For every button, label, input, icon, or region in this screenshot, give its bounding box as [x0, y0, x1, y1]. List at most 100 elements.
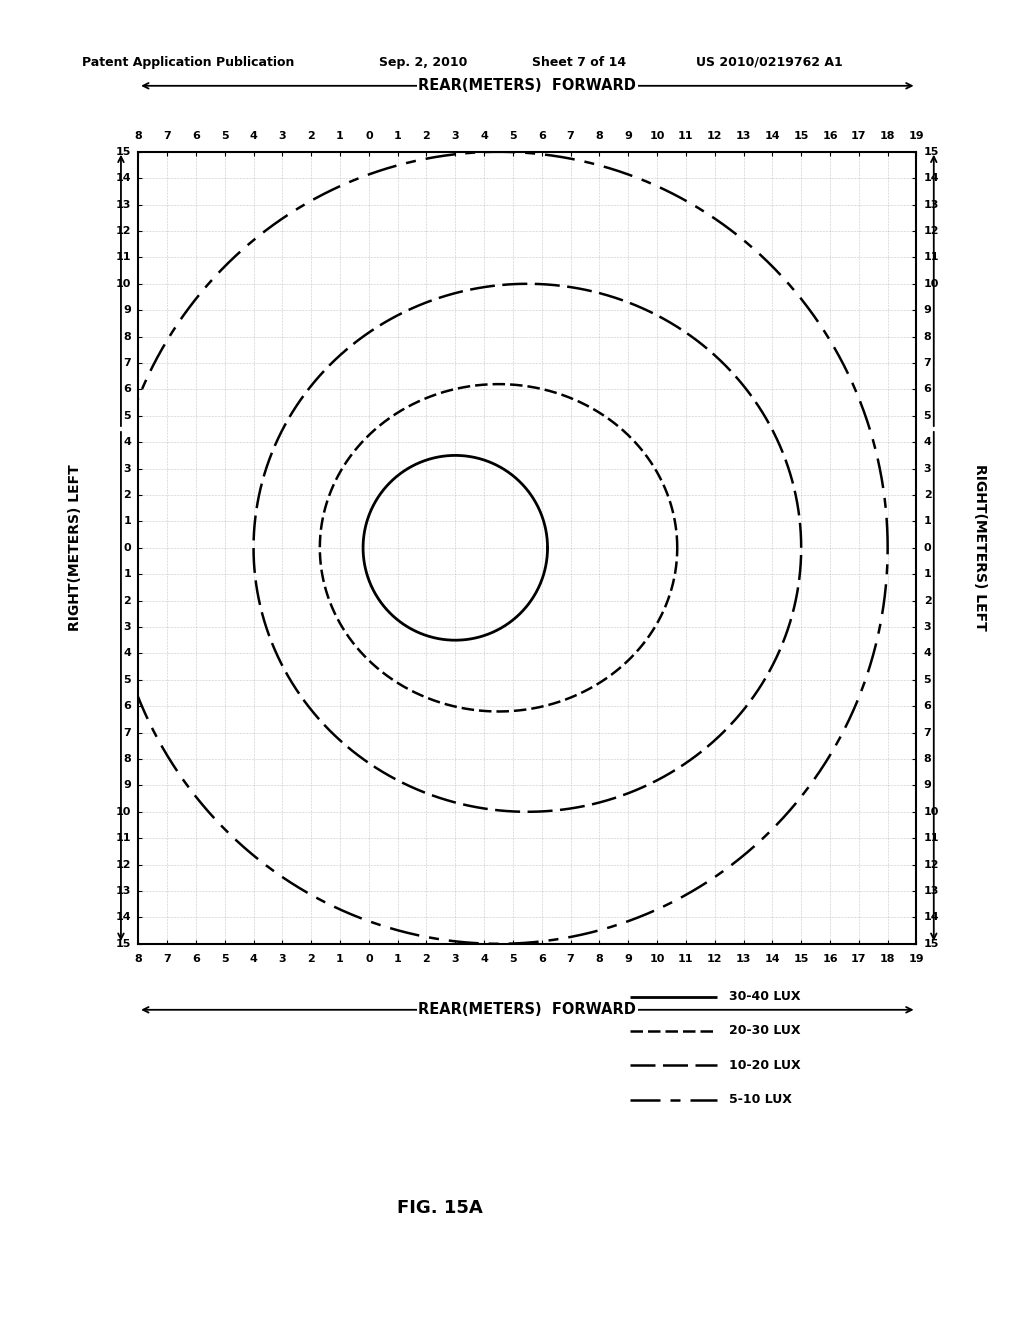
- Text: 5-10 LUX: 5-10 LUX: [729, 1093, 792, 1106]
- Text: 11: 11: [678, 954, 693, 965]
- Text: 7: 7: [566, 954, 574, 965]
- Text: 11: 11: [116, 833, 131, 843]
- Text: 14: 14: [765, 131, 780, 141]
- Text: 0: 0: [365, 954, 373, 965]
- Text: Patent Application Publication: Patent Application Publication: [82, 55, 294, 69]
- Text: 8: 8: [134, 954, 142, 965]
- Text: 5: 5: [124, 411, 131, 421]
- Text: 9: 9: [123, 780, 131, 791]
- Text: 3: 3: [279, 954, 286, 965]
- Text: 2: 2: [924, 595, 932, 606]
- Text: 16: 16: [822, 954, 838, 965]
- Text: 5: 5: [221, 131, 228, 141]
- Text: 1: 1: [924, 569, 932, 579]
- Text: 2: 2: [123, 595, 131, 606]
- Text: 30-40 LUX: 30-40 LUX: [729, 990, 801, 1003]
- Text: RIGHT(METERS) LEFT: RIGHT(METERS) LEFT: [68, 465, 82, 631]
- Text: 3: 3: [124, 463, 131, 474]
- Text: REAR(METERS)  FORWARD: REAR(METERS) FORWARD: [419, 1002, 636, 1018]
- Text: 6: 6: [924, 701, 932, 711]
- Text: 3: 3: [924, 622, 931, 632]
- Text: 3: 3: [924, 463, 931, 474]
- Text: 9: 9: [924, 780, 932, 791]
- Text: 15: 15: [924, 147, 939, 157]
- Text: 10: 10: [924, 279, 939, 289]
- Text: 4: 4: [123, 437, 131, 447]
- Text: FIG. 15A: FIG. 15A: [397, 1199, 483, 1217]
- Text: 8: 8: [596, 131, 603, 141]
- Text: 11: 11: [924, 252, 939, 263]
- Text: 10: 10: [116, 279, 131, 289]
- Text: 5: 5: [924, 675, 931, 685]
- Text: 8: 8: [134, 131, 142, 141]
- Text: 0: 0: [924, 543, 931, 553]
- Text: 7: 7: [924, 727, 932, 738]
- Text: 9: 9: [625, 131, 632, 141]
- Text: 19: 19: [908, 954, 925, 965]
- Text: 4: 4: [250, 131, 257, 141]
- Text: 5: 5: [509, 954, 517, 965]
- Text: 13: 13: [924, 199, 939, 210]
- Text: 13: 13: [116, 199, 131, 210]
- Text: 4: 4: [480, 131, 488, 141]
- Text: 2: 2: [307, 131, 315, 141]
- Text: 4: 4: [480, 954, 488, 965]
- Text: 5: 5: [924, 411, 931, 421]
- Text: Sep. 2, 2010: Sep. 2, 2010: [379, 55, 467, 69]
- Text: 2: 2: [423, 954, 430, 965]
- Text: 18: 18: [880, 954, 895, 965]
- Text: 7: 7: [163, 954, 171, 965]
- Text: 5: 5: [124, 675, 131, 685]
- Text: 2: 2: [423, 131, 430, 141]
- Text: 11: 11: [924, 833, 939, 843]
- Text: 2: 2: [123, 490, 131, 500]
- Text: 12: 12: [707, 131, 723, 141]
- Text: 9: 9: [625, 954, 632, 965]
- Text: 0: 0: [124, 543, 131, 553]
- Text: 3: 3: [124, 622, 131, 632]
- Text: 14: 14: [765, 954, 780, 965]
- Text: 1: 1: [394, 954, 401, 965]
- Text: 4: 4: [924, 437, 932, 447]
- Text: 8: 8: [924, 754, 932, 764]
- Text: 7: 7: [163, 131, 171, 141]
- Text: 10: 10: [116, 807, 131, 817]
- Text: 8: 8: [596, 954, 603, 965]
- Text: 20-30 LUX: 20-30 LUX: [729, 1024, 801, 1038]
- Text: 17: 17: [851, 954, 866, 965]
- Text: 15: 15: [116, 939, 131, 949]
- Text: 12: 12: [707, 954, 723, 965]
- Text: 1: 1: [924, 516, 932, 527]
- Text: RIGHT(METERS) LEFT: RIGHT(METERS) LEFT: [973, 465, 987, 631]
- Text: 10: 10: [649, 954, 665, 965]
- Text: 14: 14: [924, 173, 939, 183]
- Text: 10: 10: [924, 807, 939, 817]
- Text: 9: 9: [924, 305, 932, 315]
- Text: 13: 13: [116, 886, 131, 896]
- Text: 9: 9: [123, 305, 131, 315]
- Text: 14: 14: [116, 912, 131, 923]
- Text: 2: 2: [924, 490, 932, 500]
- Text: 7: 7: [566, 131, 574, 141]
- Text: 6: 6: [191, 954, 200, 965]
- Text: 7: 7: [924, 358, 932, 368]
- Text: 0: 0: [365, 131, 373, 141]
- Text: 16: 16: [822, 131, 838, 141]
- Text: 6: 6: [191, 131, 200, 141]
- Text: 14: 14: [116, 173, 131, 183]
- Text: 8: 8: [924, 331, 932, 342]
- Text: Sheet 7 of 14: Sheet 7 of 14: [532, 55, 627, 69]
- Text: 10-20 LUX: 10-20 LUX: [729, 1059, 801, 1072]
- Text: 17: 17: [851, 131, 866, 141]
- Text: 12: 12: [924, 226, 939, 236]
- Text: 11: 11: [678, 131, 693, 141]
- Text: 15: 15: [794, 954, 809, 965]
- Text: 15: 15: [116, 147, 131, 157]
- Text: 11: 11: [116, 252, 131, 263]
- Text: 19: 19: [908, 131, 925, 141]
- Text: 2: 2: [307, 954, 315, 965]
- Text: 15: 15: [924, 939, 939, 949]
- Text: 13: 13: [736, 954, 752, 965]
- Text: 7: 7: [123, 727, 131, 738]
- Text: 6: 6: [123, 701, 131, 711]
